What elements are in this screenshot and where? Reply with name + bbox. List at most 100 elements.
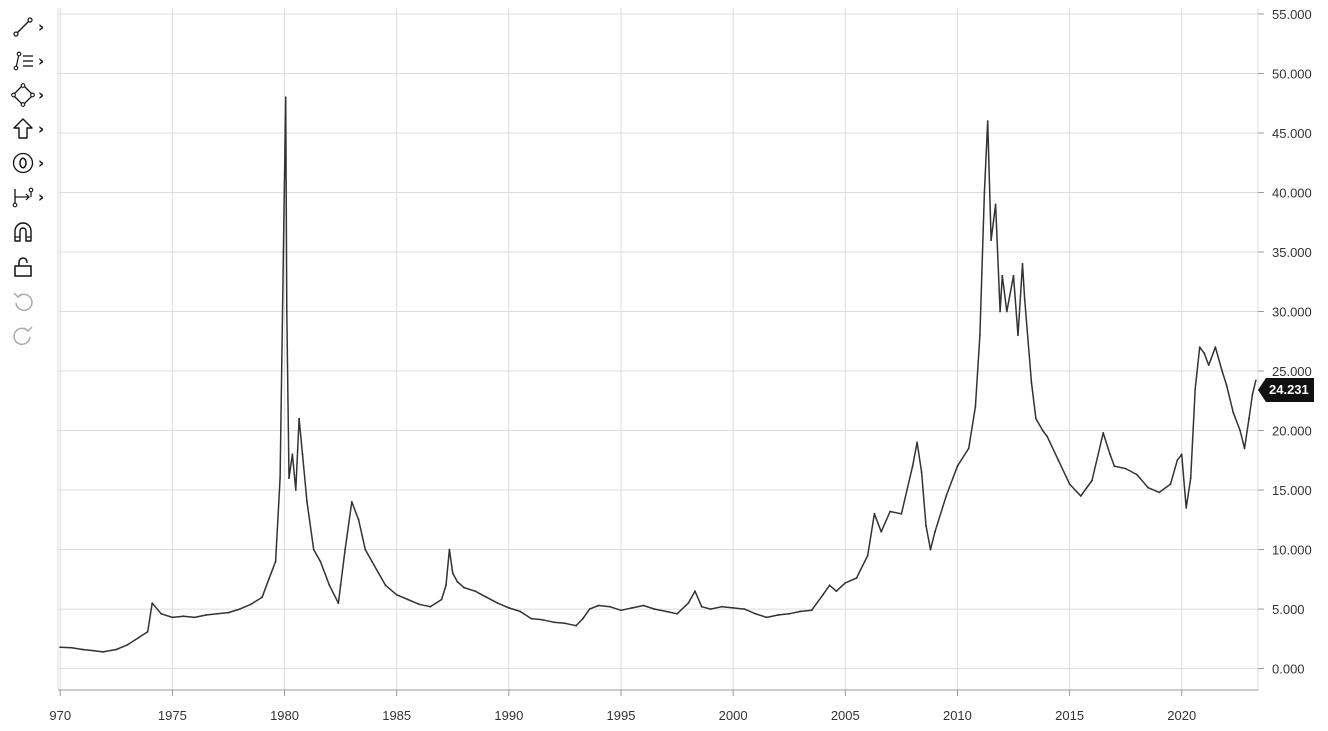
data-point <box>979 334 981 337</box>
fib-levels-tool-button[interactable]: › <box>10 46 54 76</box>
submenu-chevron-icon[interactable]: › <box>38 17 45 36</box>
x-tick-label: 1980 <box>270 708 299 723</box>
y-tick-label: 20.000 <box>1272 424 1312 439</box>
data-point <box>1243 447 1246 450</box>
data-point <box>102 651 104 653</box>
data-point <box>631 607 634 609</box>
arrow-tool-button[interactable]: › <box>10 114 54 144</box>
measure-tool-button[interactable]: › <box>10 182 54 212</box>
data-point <box>377 572 380 575</box>
data-point <box>59 646 62 649</box>
data-point <box>126 643 129 646</box>
data-point <box>261 596 263 599</box>
unlock-icon <box>14 257 32 277</box>
data-point <box>665 610 667 613</box>
data-point <box>1189 477 1192 479</box>
data-point <box>1079 495 1082 497</box>
trend-line-tool-button[interactable]: › <box>10 12 54 42</box>
annotation-tool-button[interactable]: › <box>10 148 54 178</box>
data-point <box>822 593 824 596</box>
arrow-up-icon <box>13 118 33 139</box>
submenu-chevron-icon[interactable]: › <box>38 153 45 172</box>
data-point <box>448 548 451 551</box>
data-point <box>151 602 154 604</box>
data-point <box>709 608 712 610</box>
y-tick-label: 0.000 <box>1272 662 1305 677</box>
data-point <box>160 612 163 615</box>
annotation-icon <box>12 152 34 174</box>
shapes-icon <box>11 83 35 107</box>
data-point <box>1113 465 1116 468</box>
data-point <box>866 554 869 557</box>
data-point <box>463 586 465 589</box>
data-point <box>620 609 622 612</box>
data-point <box>1124 467 1127 470</box>
price-tag-arrow <box>1258 378 1266 402</box>
data-point <box>298 417 300 420</box>
redo-button[interactable] <box>10 320 54 350</box>
lock-toggle-button[interactable] <box>10 252 54 282</box>
magnet-toggle-button[interactable] <box>10 217 54 247</box>
data-point <box>994 203 997 206</box>
undo-icon <box>13 292 33 312</box>
data-point <box>889 510 891 513</box>
data-point <box>93 649 95 652</box>
data-point <box>1021 263 1024 265</box>
x-tick-label: 1985 <box>382 708 411 723</box>
submenu-chevron-icon[interactable]: › <box>38 51 45 70</box>
data-point <box>986 120 989 122</box>
data-point <box>1091 479 1093 482</box>
data-point <box>1254 379 1257 382</box>
data-point <box>588 608 591 610</box>
submenu-chevron-icon[interactable]: › <box>38 85 45 104</box>
data-point <box>519 610 521 613</box>
y-tick-label: 40.000 <box>1272 185 1312 200</box>
data-point <box>945 495 948 497</box>
data-point <box>1221 370 1223 372</box>
data-point <box>1169 483 1172 485</box>
data-point <box>676 612 678 615</box>
data-point <box>496 602 499 604</box>
data-point <box>777 614 779 616</box>
data-point <box>429 605 432 608</box>
data-point <box>284 96 287 99</box>
x-tick-label: 970 <box>49 708 71 723</box>
y-tick-label: 30.000 <box>1272 305 1312 320</box>
redo-icon <box>13 326 33 346</box>
data-point <box>1035 417 1037 420</box>
y-tick-label: 25.000 <box>1272 364 1312 379</box>
data-point <box>319 560 322 563</box>
data-point <box>451 572 454 575</box>
data-point <box>146 630 149 633</box>
data-point <box>485 596 488 599</box>
data-point <box>1203 352 1206 355</box>
data-point <box>1207 364 1210 366</box>
data-point <box>1109 453 1111 456</box>
data-point <box>267 578 270 581</box>
fib-levels-icon <box>13 51 33 71</box>
data-point <box>911 465 914 468</box>
data-point <box>743 608 746 610</box>
data-point <box>929 548 932 551</box>
y-tick-label: 55.000 <box>1272 7 1312 22</box>
data-point <box>274 560 277 563</box>
data-point <box>1194 388 1197 390</box>
price-series-line <box>60 96 1257 653</box>
data-point <box>328 584 331 587</box>
submenu-chevron-icon[interactable]: › <box>38 119 45 138</box>
data-point <box>732 607 734 609</box>
data-point <box>687 602 690 604</box>
shapes-tool-button[interactable]: › <box>10 80 54 110</box>
data-point <box>1251 393 1254 396</box>
data-point <box>653 608 656 610</box>
data-point <box>193 616 196 619</box>
submenu-chevron-icon[interactable]: › <box>38 187 45 206</box>
x-tick-label: 1975 <box>158 708 187 723</box>
y-tick-label: 15.000 <box>1272 483 1312 498</box>
undo-button[interactable] <box>10 286 54 316</box>
data-point <box>1232 411 1235 414</box>
data-point <box>395 593 398 596</box>
data-point <box>564 622 566 625</box>
data-point <box>999 310 1001 313</box>
